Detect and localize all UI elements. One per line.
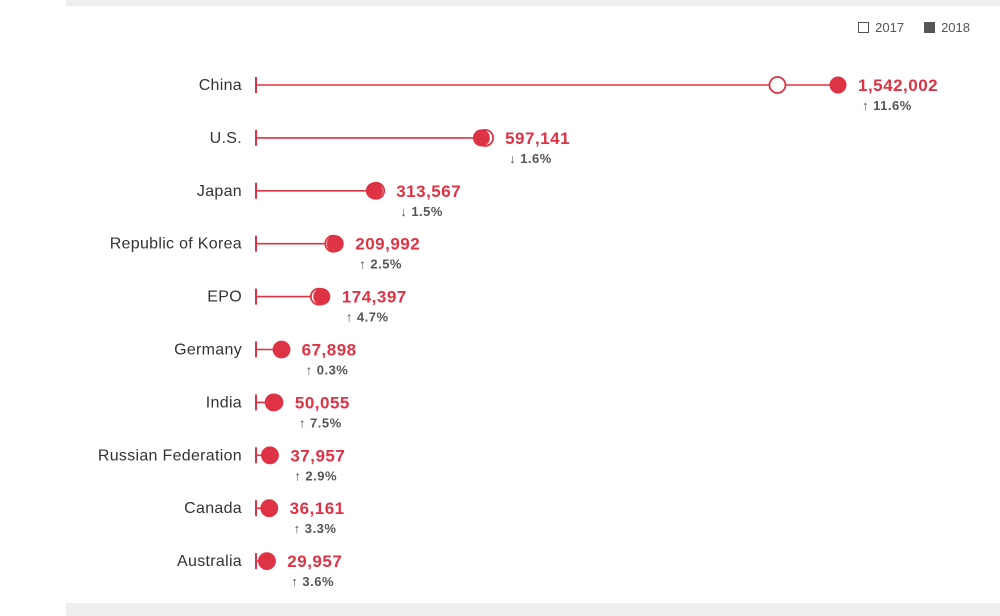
point-2017 xyxy=(768,76,787,94)
legend: 2017 2018 xyxy=(858,20,970,35)
category-label: Australia xyxy=(177,553,242,570)
value-label: 67,898 xyxy=(302,341,357,360)
value-label: 597,141 xyxy=(505,129,570,148)
point-2018 xyxy=(472,129,490,147)
change-label: ↑ 2.9% xyxy=(294,468,337,483)
change-label: ↑ 4.7% xyxy=(346,310,389,325)
value-label: 313,567 xyxy=(396,182,461,201)
point-2018 xyxy=(829,76,847,94)
change-label: ↓ 1.6% xyxy=(509,151,552,166)
legend-swatch-2018 xyxy=(924,22,936,33)
change-label: ↑ 7.5% xyxy=(299,415,342,430)
category-label: Canada xyxy=(184,500,242,517)
change-label: ↑ 0.3% xyxy=(306,363,349,378)
category-label: U.S. xyxy=(210,130,242,147)
value-label: 1,542,002 xyxy=(858,76,938,95)
category-label: China xyxy=(199,77,242,94)
value-label: 209,992 xyxy=(355,235,420,254)
category-label: Japan xyxy=(197,183,242,200)
point-2018 xyxy=(266,393,284,411)
point-2018 xyxy=(365,182,383,200)
change-label: ↓ 1.5% xyxy=(400,204,443,219)
point-2018 xyxy=(326,235,344,253)
change-label: ↑ 2.5% xyxy=(359,257,402,272)
change-label: ↑ 3.3% xyxy=(294,521,337,536)
point-2018 xyxy=(258,552,276,570)
legend-label-2017: 2017 xyxy=(875,20,905,35)
value-label: 174,397 xyxy=(342,288,407,307)
point-2018 xyxy=(273,341,291,358)
value-label: 37,957 xyxy=(290,446,345,465)
value-label: 29,957 xyxy=(287,552,342,571)
category-label: India xyxy=(206,394,242,411)
change-label: ↑ 3.6% xyxy=(291,574,334,589)
point-2018 xyxy=(313,288,331,306)
category-label: Russian Federation xyxy=(98,447,242,464)
category-label: EPO xyxy=(207,289,242,306)
top-divider xyxy=(66,0,1000,6)
value-label: 36,161 xyxy=(290,499,345,518)
value-label: 50,055 xyxy=(295,393,350,412)
legend-label-2018: 2018 xyxy=(941,20,970,35)
legend-swatch-2017 xyxy=(858,22,870,33)
category-label: Germany xyxy=(174,342,242,359)
change-label: ↑ 11.6% xyxy=(862,98,912,113)
category-label: Republic of Korea xyxy=(110,236,242,253)
point-2018 xyxy=(261,499,279,517)
point-2018 xyxy=(261,446,279,464)
bottom-divider xyxy=(66,603,1000,616)
